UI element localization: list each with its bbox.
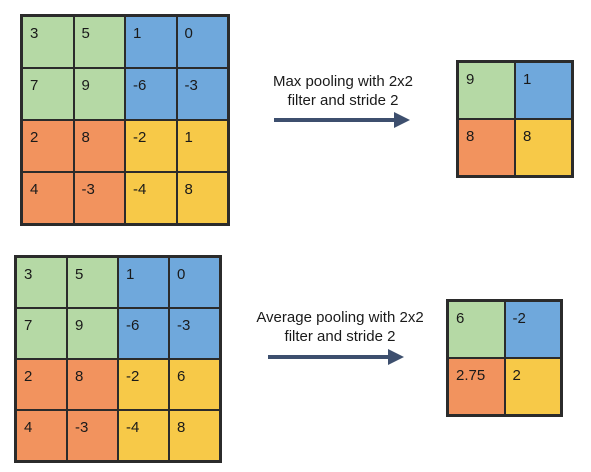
matrix-cell: -6 (125, 68, 177, 120)
avg-pool-output-matrix: 6 -2 2.75 2 (446, 299, 563, 417)
matrix-cell: -3 (176, 68, 228, 120)
matrix-cell: 8 (73, 120, 125, 172)
matrix-cell: 0 (169, 257, 220, 308)
max-pool-caption-line2: filter and stride 2 (287, 92, 399, 109)
matrix-cell: 2 (22, 120, 74, 172)
matrix-cell: -3 (73, 172, 125, 224)
matrix-cell: 4 (22, 172, 74, 224)
matrix-cell: 9 (73, 68, 125, 120)
matrix-cell: 1 (125, 16, 177, 68)
max-pool-input-matrix: 3 5 1 0 7 9 -6 -3 2 8 -2 1 4 -3 -4 8 (20, 14, 230, 226)
matrix-cell: 2.75 (448, 358, 505, 415)
avg-pool-input-matrix: 3 5 1 0 7 9 -6 -3 2 8 -2 6 4 -3 -4 8 (14, 255, 222, 463)
matrix-cell: -6 (118, 308, 169, 359)
avg-pool-caption-line1: Average pooling with 2x2 (256, 309, 424, 326)
matrix-cell: 8 (458, 119, 515, 176)
matrix-cell: 5 (73, 16, 125, 68)
avg-pool-caption: Average pooling with 2x2 filter and stri… (245, 308, 435, 346)
matrix-cell: -3 (169, 308, 220, 359)
avg-pool-arrow-icon (268, 349, 404, 365)
matrix-cell: 9 (67, 308, 118, 359)
max-pool-caption-line1: Max pooling with 2x2 (272, 73, 414, 90)
matrix-cell: 9 (458, 62, 515, 119)
matrix-cell: 6 (448, 301, 505, 358)
matrix-cell: 2 (16, 359, 67, 410)
avg-pool-caption-line2: filter and stride 2 (284, 328, 396, 345)
matrix-cell: -4 (118, 410, 169, 461)
matrix-cell: 3 (16, 257, 67, 308)
matrix-cell: 0 (176, 16, 228, 68)
matrix-cell: 5 (67, 257, 118, 308)
matrix-cell: 8 (169, 410, 220, 461)
matrix-cell: 3 (22, 16, 74, 68)
matrix-cell: -2 (125, 120, 177, 172)
max-pool-output-matrix: 9 1 8 8 (456, 60, 574, 178)
matrix-cell: -3 (67, 410, 118, 461)
matrix-cell: 1 (176, 120, 228, 172)
matrix-cell: -4 (125, 172, 177, 224)
matrix-cell: 8 (176, 172, 228, 224)
matrix-cell: 7 (22, 68, 74, 120)
matrix-cell: 1 (118, 257, 169, 308)
matrix-cell: 8 (67, 359, 118, 410)
matrix-cell: -2 (504, 301, 561, 358)
matrix-cell: -2 (118, 359, 169, 410)
matrix-cell: 7 (16, 308, 67, 359)
matrix-cell: 2 (504, 358, 561, 415)
max-pool-caption: Max pooling with 2x2 filter and stride 2 (258, 72, 428, 110)
max-pool-arrow-icon (274, 112, 410, 128)
matrix-cell: 1 (515, 62, 572, 119)
matrix-cell: 6 (169, 359, 220, 410)
matrix-cell: 8 (515, 119, 572, 176)
matrix-cell: 4 (16, 410, 67, 461)
